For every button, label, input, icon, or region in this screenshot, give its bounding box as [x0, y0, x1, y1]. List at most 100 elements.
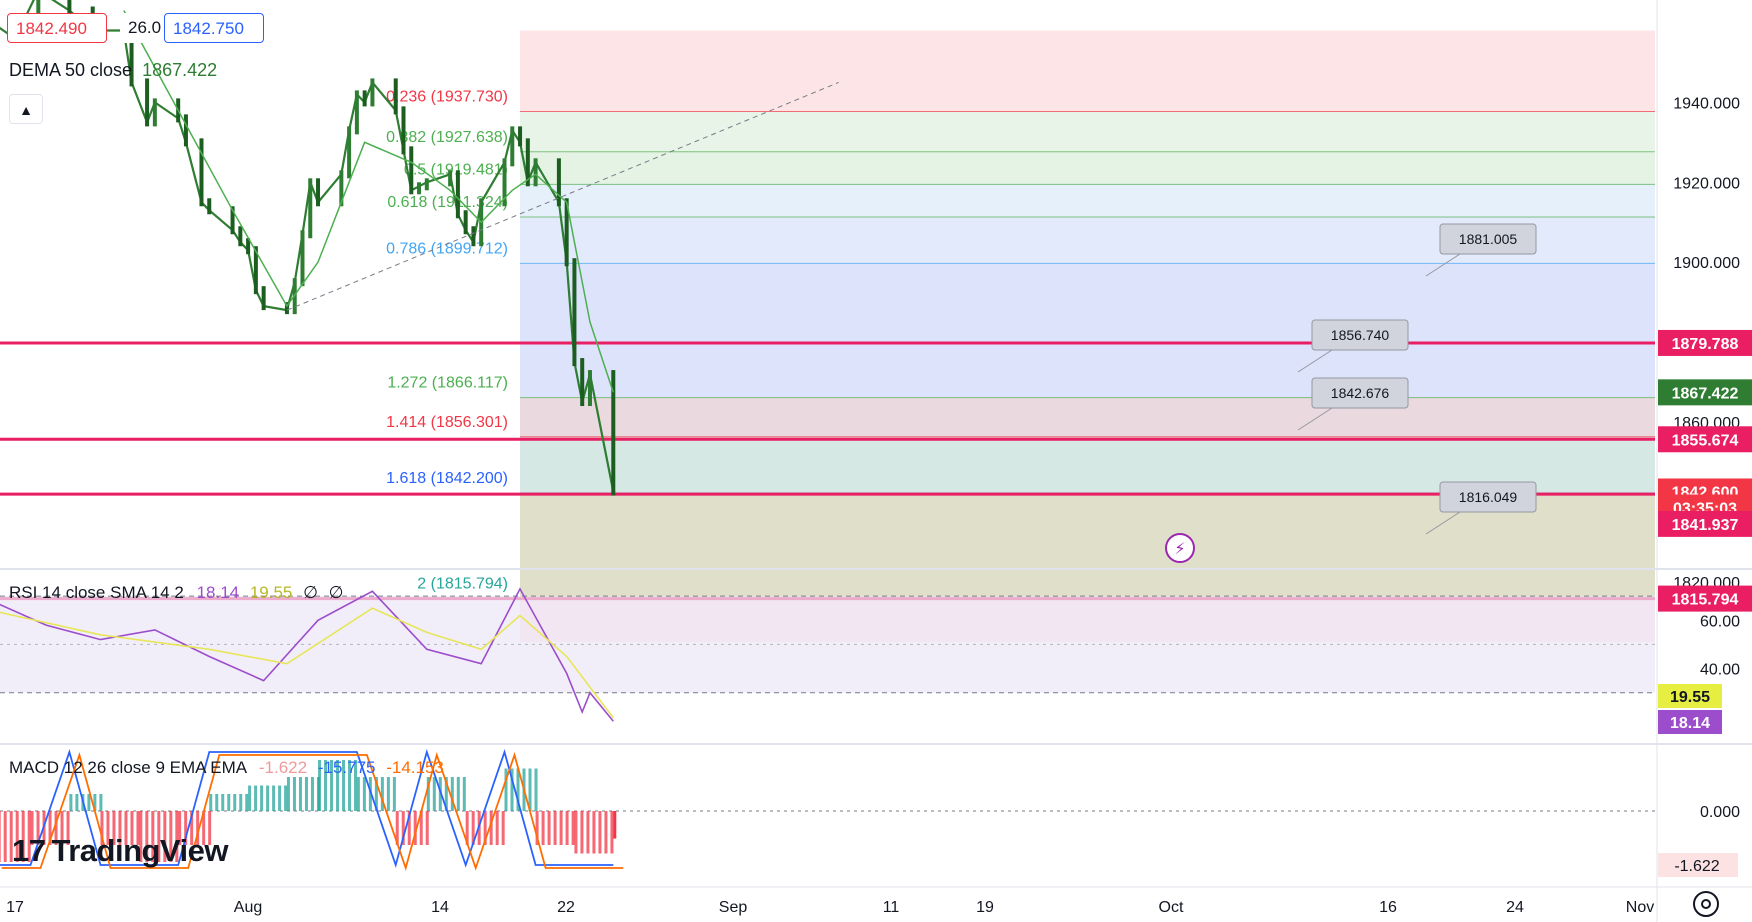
macd-histogram-bar [444, 777, 448, 811]
macd-histogram-bar [151, 811, 155, 862]
price-axis-badge-label: 1879.788 [1672, 336, 1739, 353]
price-axis-badge[interactable] [1658, 379, 1752, 406]
macd-histogram-bar [298, 777, 302, 811]
rsi-legend-title: RSI 14 close SMA 14 2 [9, 583, 184, 602]
macd-histogram-bar [66, 811, 70, 845]
time-axis-label: 24 [1506, 899, 1524, 916]
trend-line[interactable] [286, 81, 839, 311]
fib-level-label: 0.786 (1899.712) [386, 240, 508, 257]
price-callouts[interactable]: 1881.005 1856.740 1842.676 1816.049 ⚡ [1165, 223, 1537, 563]
macd-histogram-bar [386, 777, 390, 811]
ask-price[interactable]: 1842.750 [164, 13, 264, 43]
fibonacci-levels: 0.236 (1937.730) 0.382 (1927.638) 0.5 (191… [386, 88, 1655, 600]
macd-histogram-bar [99, 794, 103, 811]
candle [230, 206, 235, 235]
macd-histogram-bar [425, 811, 429, 845]
price-axis-badge-label: 1867.422 [1672, 385, 1739, 402]
rsi-panel: 60.00 40.00 19.55 18.14 [0, 587, 1740, 734]
macd-histogram-bar [336, 760, 340, 811]
rsi-legend[interactable]: RSI 14 close SMA 14 2 18.14 19.55 ∅ ∅ [9, 583, 343, 603]
price-axis-tick: 1940.000 [1673, 95, 1740, 112]
spread-value: 26.0 [120, 13, 161, 43]
macd-histogram-bar [610, 811, 614, 854]
time-axis[interactable]: 17 Aug 14 22 Sep 11 19 Oct 16 24 Nov [6, 899, 1654, 916]
price-callout[interactable] [1311, 377, 1409, 409]
fib-level-label: 2 (1815.794) [417, 576, 508, 593]
macd-histogram-bar [184, 811, 188, 845]
price-callout-label: 1816.049 [1459, 489, 1518, 505]
candle [471, 226, 476, 247]
rsi-axis-badge[interactable] [1658, 710, 1722, 734]
time-axis-label: Nov [1626, 899, 1654, 916]
macd-histogram-bar [565, 811, 569, 845]
candle [354, 90, 359, 135]
macd-histogram-bar [362, 777, 366, 811]
candle [611, 370, 616, 496]
price-axis-badge[interactable] [1658, 510, 1752, 537]
macd-histogram-bar [272, 785, 276, 811]
signal-line [1, 751, 624, 872]
candle [417, 182, 422, 195]
macd-histogram-bar [245, 794, 249, 811]
price-axis-tick: 1900.000 [1673, 255, 1740, 272]
fib-level-label: 0.5 (1919.481) [404, 161, 508, 178]
macd-histogram-bar [196, 811, 200, 845]
macd-histogram-bar [100, 811, 104, 845]
dema-legend[interactable]: DEMA 50 close 1867.422 [9, 60, 217, 81]
rsi-sma-line [0, 607, 614, 719]
macd-axis-badge-label: -1.622 [1674, 858, 1719, 875]
lightning-icon[interactable] [1165, 533, 1195, 563]
time-axis-label: 19 [976, 899, 994, 916]
price-callout[interactable] [1439, 223, 1537, 255]
candle [518, 126, 523, 147]
candle [199, 138, 204, 207]
settings-icon[interactable] [1693, 891, 1719, 917]
macd-histogram-bar [483, 811, 487, 845]
macd-legend-title: MACD 12 26 close 9 EMA EMA [9, 758, 247, 777]
dema-line [123, 10, 615, 393]
fib-zone [520, 30, 1655, 112]
macd-histogram-bar [266, 785, 270, 811]
callout-pointer [1297, 349, 1333, 373]
time-axis-label: 14 [431, 899, 449, 916]
macd-histogram-bar [395, 811, 399, 845]
macd-histogram-bar [9, 811, 13, 862]
fib-level-label: 1.414 (1856.301) [386, 414, 508, 431]
price-callout[interactable] [1439, 481, 1537, 513]
price-series [0, 0, 839, 496]
bid-price[interactable]: 1842.490 [7, 13, 107, 43]
price-axis-badge[interactable] [1658, 426, 1752, 453]
candle [370, 78, 375, 107]
macd-histogram-bar [426, 777, 430, 811]
macd-axis-badge[interactable] [1658, 853, 1738, 877]
price-axis-badge[interactable] [1658, 329, 1752, 356]
chevron-up-icon[interactable]: ▲ [9, 94, 43, 124]
macd-histogram-bar [489, 811, 493, 845]
price-axis-badge[interactable] [1658, 585, 1752, 612]
callout-pointer [1425, 511, 1461, 535]
fib-zone [520, 184, 1655, 217]
candle [253, 246, 258, 295]
macd-histogram-bar [145, 811, 149, 862]
macd-histogram-bar [60, 811, 64, 845]
macd-panel: 0.000 -1.622 [0, 748, 1740, 877]
macd-histogram-bar [534, 768, 538, 811]
macd-histogram-bar [190, 811, 194, 845]
candle [455, 170, 460, 219]
rsi-sma-legend-value: 19.55 [249, 583, 293, 602]
candle [393, 78, 398, 115]
macd-histogram-bar [310, 777, 314, 811]
macd-legend[interactable]: MACD 12 26 close 9 EMA EMA -1.622 -15.77… [9, 758, 444, 778]
callout-pointer [1297, 407, 1333, 431]
candle [502, 158, 507, 207]
macd-histogram-bar [118, 811, 122, 845]
price-callout[interactable] [1311, 319, 1409, 351]
macd-histogram-bar [87, 794, 91, 811]
macd-histogram-bar [354, 760, 358, 811]
tradingview-logo[interactable]: 17 TradingView [12, 833, 229, 869]
rsi-axis-badge[interactable] [1658, 684, 1722, 708]
macd-histogram-bar [501, 811, 505, 845]
macd-histogram-bar [239, 794, 243, 811]
